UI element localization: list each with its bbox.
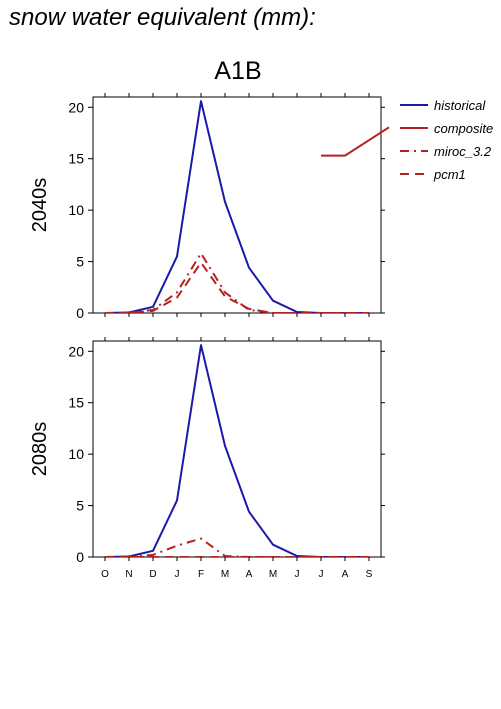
x-tick-label: J — [319, 569, 324, 580]
x-tick-label: M — [269, 569, 277, 580]
x-tick-label: J — [175, 569, 180, 580]
series-historical — [104, 100, 369, 313]
panel-label: 2080s — [29, 422, 51, 477]
x-tick-label: O — [101, 569, 109, 580]
series-miroc-3-2 — [105, 537, 369, 557]
panel-2040s: 0 5 10 15 20 2040s — [29, 93, 390, 321]
x-tick-label: D — [149, 569, 156, 580]
x-tick-label: M — [221, 569, 229, 580]
x-tick-label: A — [246, 569, 253, 580]
x-tick-label: A — [342, 569, 349, 580]
series-miroc-3-2 — [105, 252, 369, 313]
x-tick-label: S — [366, 569, 373, 580]
legend-label: historical — [434, 98, 486, 113]
series-pcm1 — [105, 261, 369, 313]
plot-frame — [92, 96, 382, 314]
legend: historical composite miroc_3.2 pcm1 — [400, 98, 493, 182]
legend-label: composite — [434, 121, 493, 136]
plot-frame — [92, 340, 382, 558]
page-title: snow water equivalent (mm): — [9, 4, 316, 31]
x-tick-label: N — [125, 569, 132, 580]
y-tick-label: 10 — [68, 202, 84, 218]
legend-label: pcm1 — [433, 167, 466, 182]
y-tick-label: 5 — [76, 498, 84, 514]
y-tick-label: 20 — [68, 99, 84, 115]
y-tick-label: 0 — [76, 549, 84, 565]
series-composite — [321, 126, 390, 157]
legend-label: miroc_3.2 — [434, 144, 492, 159]
y-tick-label: 0 — [76, 305, 84, 321]
y-tick-label: 15 — [68, 395, 84, 411]
series-historical — [104, 344, 369, 557]
scenario-title: A1B — [214, 57, 261, 85]
panel-label: 2040s — [29, 178, 51, 233]
y-tick-label: 20 — [68, 343, 84, 359]
y-tick-label: 10 — [68, 446, 84, 462]
x-tick-label: F — [198, 569, 204, 580]
panel-2080s: 0 5 10 15 20 O N D J F M A M J J A S 2080s — [29, 337, 385, 580]
y-tick-label: 15 — [68, 151, 84, 167]
y-tick-label: 5 — [76, 254, 84, 270]
x-tick-label: J — [295, 569, 300, 580]
